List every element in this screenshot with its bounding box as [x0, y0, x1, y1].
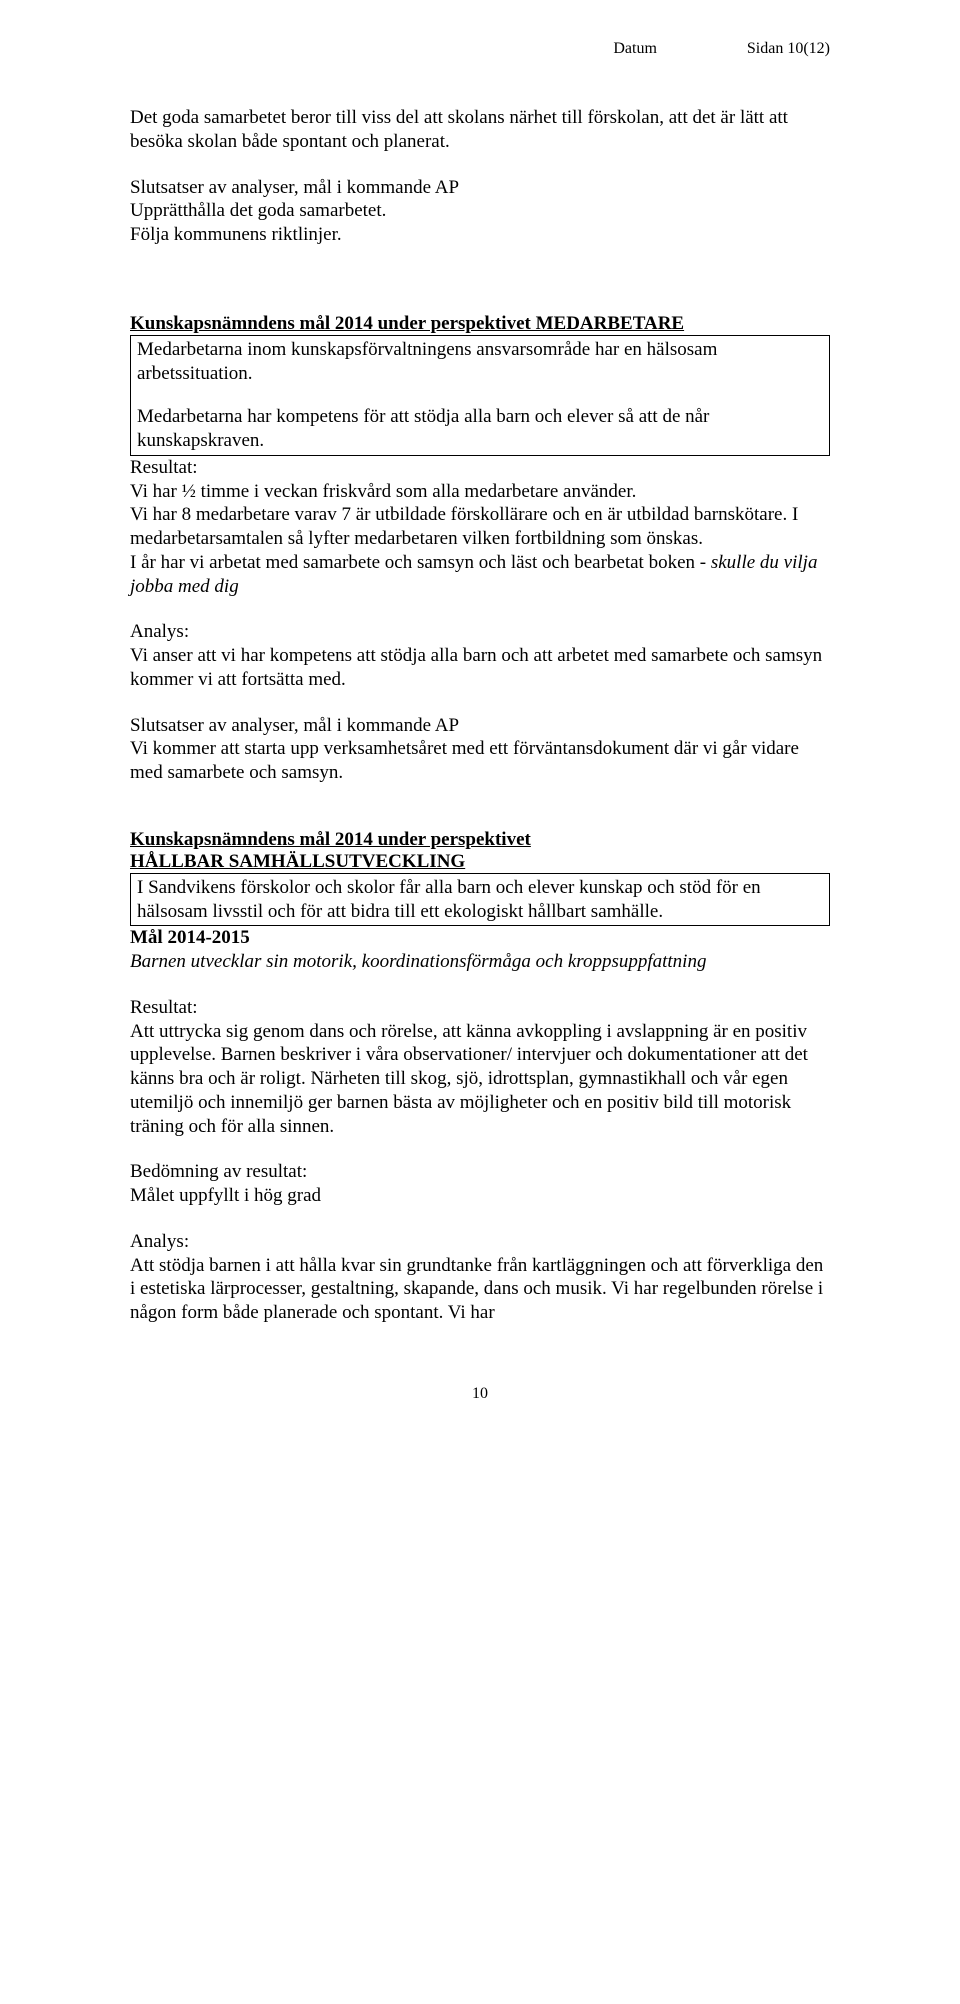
slutsatser-1: Slutsatser av analyser, mål i kommande A…	[130, 176, 830, 247]
hallbar-heading-line1: Kunskapsnämndens mål 2014 under perspekt…	[130, 829, 830, 851]
slutsatser-2-head: Slutsatser av analyser, mål i kommande A…	[130, 714, 830, 738]
resultat-1-line3: I år har vi arbetat med samarbete och sa…	[130, 551, 830, 599]
slutsatser-1-line2: Följa kommunens riktlinjer.	[130, 223, 830, 247]
mal-heading: Mål 2014-2015	[130, 926, 830, 950]
resultat-2-label: Resultat:	[130, 996, 830, 1020]
document-page: Datum Sidan 10(12) Det goda samarbetet b…	[0, 0, 960, 1443]
resultat-2-body: Att uttrycka sig genom dans och rörelse,…	[130, 1020, 830, 1139]
mal-body: Barnen utvecklar sin motorik, koordinati…	[130, 950, 830, 974]
analys-1-label: Analys:	[130, 620, 830, 644]
hallbar-heading-line2: HÅLLBAR SAMHÄLLSUTVECKLING	[130, 851, 830, 873]
analys-2-label: Analys:	[130, 1230, 830, 1254]
bedomning-label: Bedömning av resultat:	[130, 1160, 830, 1184]
medarbetare-box-p1: Medarbetarna inom kunskapsförvaltningens…	[137, 338, 823, 386]
analys-2-body: Att stödja barnen i att hålla kvar sin g…	[130, 1254, 830, 1325]
intro-paragraph: Det goda samarbetet beror till viss del …	[130, 106, 830, 154]
medarbetare-heading-text: Kunskapsnämndens mål 2014 under perspekt…	[130, 313, 684, 334]
slutsatser-1-line1: Upprätthålla det goda samarbetet.	[130, 199, 830, 223]
resultat-1-line2: Vi har 8 medarbetare varav 7 är utbildad…	[130, 503, 830, 551]
header-datum: Datum	[613, 40, 657, 58]
page-number: 10	[130, 1385, 830, 1403]
resultat-1-line1: Vi har ½ timme i veckan friskvård som al…	[130, 480, 830, 504]
slutsatser-1-head: Slutsatser av analyser, mål i kommande A…	[130, 176, 830, 200]
medarbetare-box-p2: Medarbetarna har kompetens för att stödj…	[137, 405, 823, 453]
resultat-1-label: Resultat:	[130, 456, 830, 480]
header-sidan: Sidan 10(12)	[747, 40, 830, 58]
hallbar-heading: Kunskapsnämndens mål 2014 under perspekt…	[130, 829, 830, 873]
page-header: Datum Sidan 10(12)	[130, 40, 830, 58]
analys-1-body: Vi anser att vi har kompetens att stödja…	[130, 644, 830, 692]
slutsatser-2-body: Vi kommer att starta upp verksamhetsåret…	[130, 737, 830, 785]
medarbetare-box: Medarbetarna inom kunskapsförvaltningens…	[130, 335, 830, 456]
medarbetare-heading: Kunskapsnämndens mål 2014 under perspekt…	[130, 313, 830, 335]
resultat-1-line3a: I år har vi arbetat med samarbete och sa…	[130, 552, 711, 573]
bedomning-body: Målet uppfyllt i hög grad	[130, 1184, 830, 1208]
hallbar-box-body: I Sandvikens förskolor och skolor får al…	[137, 876, 823, 924]
hallbar-box: I Sandvikens förskolor och skolor får al…	[130, 873, 830, 927]
